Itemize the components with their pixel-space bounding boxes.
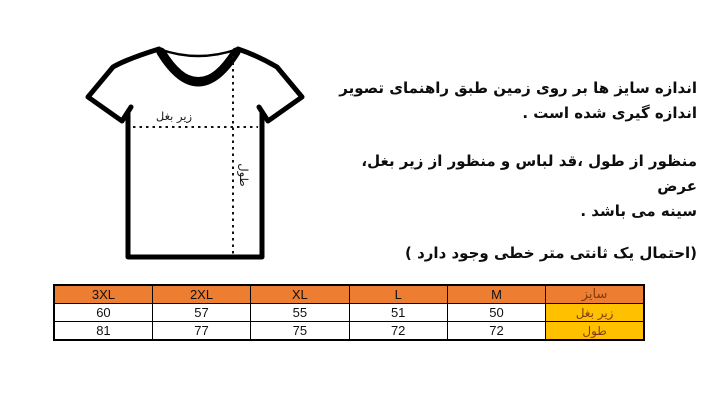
underarm-value-m: 50 [446,303,547,322]
size-instructions-text: اندازه سایز ها بر روی زمین طبق راهنمای ت… [325,76,697,266]
underarm-row: زیر بغل 50 51 55 57 60 [53,303,645,322]
underarm-value-xl: 55 [250,303,350,322]
tshirt-diagram: زیر بغل طول [0,0,330,280]
underarm-value-2xl: 57 [151,303,252,322]
instruction-line: (احتمال یک ثانتی متر خطی وجود دارد ) [405,244,697,262]
length-measure-label: طول [237,163,251,187]
size-header-l: L [348,284,448,304]
underarm-value-3xl: 60 [53,303,153,322]
instruction-line: اندازه سایز ها بر روی زمین طبق راهنمای ت… [339,79,697,97]
size-table: سایز M L XL 2XL 3XL زیر بغل 50 51 55 57 … [53,284,645,341]
size-table-corner-cell: سایز [545,284,645,304]
instruction-paragraph-3: (احتمال یک ثانتی متر خطی وجود دارد ) [325,241,697,266]
underarm-value-l: 51 [348,303,448,322]
tshirt-collar-back-line [158,47,239,58]
length-row-label: طول [545,321,645,341]
instruction-line: منظور از طول ،قد لباس و منظور از زیر بغل… [361,152,697,195]
length-value-3xl: 81 [53,321,153,341]
length-value-l: 72 [348,321,448,341]
underarm-measure-label: زیر بغل [155,109,193,123]
length-value-xl: 75 [250,321,350,341]
size-header-2xl: 2XL [151,284,252,304]
underarm-row-label: زیر بغل [545,303,645,322]
tshirt-collar-band [156,47,241,87]
instruction-paragraph-1: اندازه سایز ها بر روی زمین طبق راهنمای ت… [325,76,697,126]
size-table-header-row: سایز M L XL 2XL 3XL [53,284,645,304]
instruction-line: اندازه گیری شده است . [522,104,697,122]
length-row: طول 72 72 75 77 81 [53,321,645,341]
size-header-xl: XL [250,284,350,304]
instruction-line: سینه می باشد . [580,202,697,220]
length-value-2xl: 77 [151,321,252,341]
tshirt-outline-svg [85,46,305,260]
instruction-paragraph-2: منظور از طول ،قد لباس و منظور از زیر بغل… [325,149,697,224]
length-value-m: 72 [446,321,547,341]
size-header-m: M [446,284,547,304]
size-header-3xl: 3XL [53,284,153,304]
